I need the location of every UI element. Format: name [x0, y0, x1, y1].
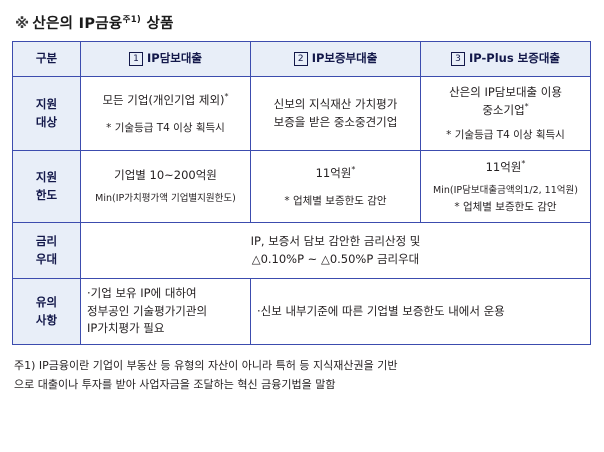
- footnote-line: 주1) IP금융이란 기업이 부동산 등 유형의 자산이 아니라 특허 등 지식…: [14, 359, 398, 372]
- cell-note: * 업체별 보증한도 감안: [454, 200, 557, 213]
- asterisk-marker: *: [524, 102, 529, 112]
- cell-text: 11억원: [485, 160, 522, 175]
- table-body: 지원 대상 모든 기업(개인기업 제외)* * 기술등급 T4 이상 획득시 신…: [12, 76, 591, 345]
- title-text: 산은의 IP금융: [32, 16, 123, 32]
- asterisk-marker: *: [521, 159, 526, 169]
- cell-note: * 업체별 보증한도 감안: [284, 195, 387, 208]
- cell-note: * 기술등급 T4 이상 획득시: [446, 129, 565, 142]
- footnote: 주1) IP금융이란 기업이 부동산 등 유형의 자산이 아니라 특허 등 지식…: [12, 357, 592, 394]
- cell-notes-col2-3: ·신보 내부기준에 따른 기업별 보증한도 내에서 운용: [250, 278, 591, 345]
- row-label-line: 사항: [35, 312, 58, 327]
- page-title: ※ 산은의 IP금융주1) 상품: [15, 12, 592, 33]
- cell-line: 산은의 IP담보대출 이용: [449, 84, 562, 99]
- cell-line: 11억원*: [427, 158, 584, 177]
- table-row-notes: 유의 사항 ·기업 보유 IP에 대하여 정부공인 기술평가기관의 IP가치평가…: [12, 278, 591, 345]
- title-footnote-marker: 주1): [122, 15, 142, 26]
- column-header-3-label: IP-Plus 보증대출: [468, 51, 560, 66]
- cell-line: 보증을 받은 중소중견기업: [273, 114, 398, 129]
- table-header-row: 구분 1 IP담보대출 2 IP보증부대출 3 IP-Plus 보증대출: [12, 41, 591, 77]
- cell-line: △0.10%P ~ △0.50%P 금리우대: [251, 251, 420, 266]
- row-label-notes: 유의 사항: [12, 278, 81, 345]
- row-label-line: 우대: [35, 251, 58, 266]
- cell-text: 중소기업: [482, 103, 525, 118]
- cell-line: 신보의 지식재산 가치평가: [273, 96, 398, 111]
- cell-line: 모든 기업(개인기업 제외)*: [87, 91, 244, 110]
- row-label-line: 금리: [35, 233, 58, 248]
- row-label-rate-preference: 금리 우대: [12, 222, 81, 279]
- cell-rate-preference-merged: IP, 보증서 담보 감안한 금리산정 및 △0.10%P ~ △0.50%P …: [80, 222, 591, 279]
- table-row-support-target: 지원 대상 모든 기업(개인기업 제외)* * 기술등급 T4 이상 획득시 신…: [12, 76, 591, 151]
- row-label-line: 대상: [35, 114, 58, 129]
- column-header-ip-plus-guarantee-loan: 3 IP-Plus 보증대출: [420, 41, 591, 77]
- cell-note: Min(IP담보대출금액의1/2, 11억원): [433, 184, 578, 196]
- cell-line: 정부공인 기술평가기관의: [87, 303, 208, 318]
- ip-finance-products-table: 구분 1 IP담보대출 2 IP보증부대출 3 IP-Plus 보증대출 지원 대상 …: [12, 41, 591, 345]
- cell-support-target-col3: 산은의 IP담보대출 이용 중소기업* * 기술등급 T4 이상 획득시: [420, 76, 591, 151]
- table-row-support-limit: 지원 한도 기업별 10~200억원 Min(IP가치평가액 기업별지원한도) …: [12, 150, 591, 223]
- table-header: 구분 1 IP담보대출 2 IP보증부대출 3 IP-Plus 보증대출: [12, 41, 591, 77]
- cell-support-target-col1: 모든 기업(개인기업 제외)* * 기술등급 T4 이상 획득시: [80, 76, 251, 151]
- cell-line: 11억원*: [257, 164, 414, 183]
- badge-number-3: 3: [450, 52, 465, 67]
- row-label-line: 한도: [35, 187, 58, 202]
- badge-number-1: 1: [128, 52, 143, 67]
- row-label-line: 지원: [35, 169, 58, 184]
- cell-support-limit-col1: 기업별 10~200억원 Min(IP가치평가액 기업별지원한도): [80, 150, 251, 223]
- cell-text: 11억원: [315, 165, 352, 180]
- cell-line: IP, 보증서 담보 감안한 금리산정 및: [250, 233, 421, 248]
- footnote-line: 으로 대출이나 투자를 받아 사업자금을 조달하는 혁신 금융기법을 말함: [14, 377, 336, 391]
- row-label-line: 유의: [35, 294, 58, 309]
- cell-line: 기업별 10~200억원: [114, 167, 217, 182]
- cell-line: IP가치평가 필요: [87, 321, 165, 336]
- cell-note: Min(IP가치평가액 기업별지원한도): [95, 192, 236, 204]
- title-tail: 상품: [146, 16, 174, 32]
- cell-support-limit-col2: 11억원* * 업체별 보증한도 감안: [250, 150, 421, 223]
- title-mark-icon: ※: [15, 16, 30, 32]
- badge-number-2: 2: [293, 52, 308, 67]
- asterisk-marker: *: [351, 164, 356, 174]
- cell-notes-col1: ·기업 보유 IP에 대하여 정부공인 기술평가기관의 IP가치평가 필요: [80, 278, 251, 345]
- row-label-support-limit: 지원 한도: [12, 150, 81, 223]
- table-row-rate-preference: 금리 우대 IP, 보증서 담보 감안한 금리산정 및 △0.10%P ~ △0…: [12, 222, 591, 279]
- cell-line: 중소기업*: [427, 101, 584, 120]
- cell-note: * 기술등급 T4 이상 획득시: [106, 122, 225, 135]
- column-header-ip-collateral-loan: 1 IP담보대출: [80, 41, 251, 77]
- column-header-2-label: IP보증부대출: [311, 51, 378, 66]
- cell-line: ·신보 내부기준에 따른 기업별 보증한도 내에서 운용: [257, 303, 505, 318]
- asterisk-marker: *: [224, 91, 229, 101]
- row-label-line: 지원: [35, 96, 58, 111]
- cell-support-limit-col3: 11억원* Min(IP담보대출금액의1/2, 11억원) * 업체별 보증한도…: [420, 150, 591, 223]
- column-header-ip-guarantee-loan: 2 IP보증부대출: [250, 41, 421, 77]
- cell-support-target-col2: 신보의 지식재산 가치평가 보증을 받은 중소중견기업: [250, 76, 421, 151]
- column-header-category: 구분: [12, 41, 81, 77]
- cell-text: 모든 기업(개인기업 제외): [102, 92, 225, 107]
- cell-line: ·기업 보유 IP에 대하여: [87, 285, 197, 300]
- row-label-support-target: 지원 대상: [12, 76, 81, 151]
- column-header-1-label: IP담보대출: [146, 51, 203, 66]
